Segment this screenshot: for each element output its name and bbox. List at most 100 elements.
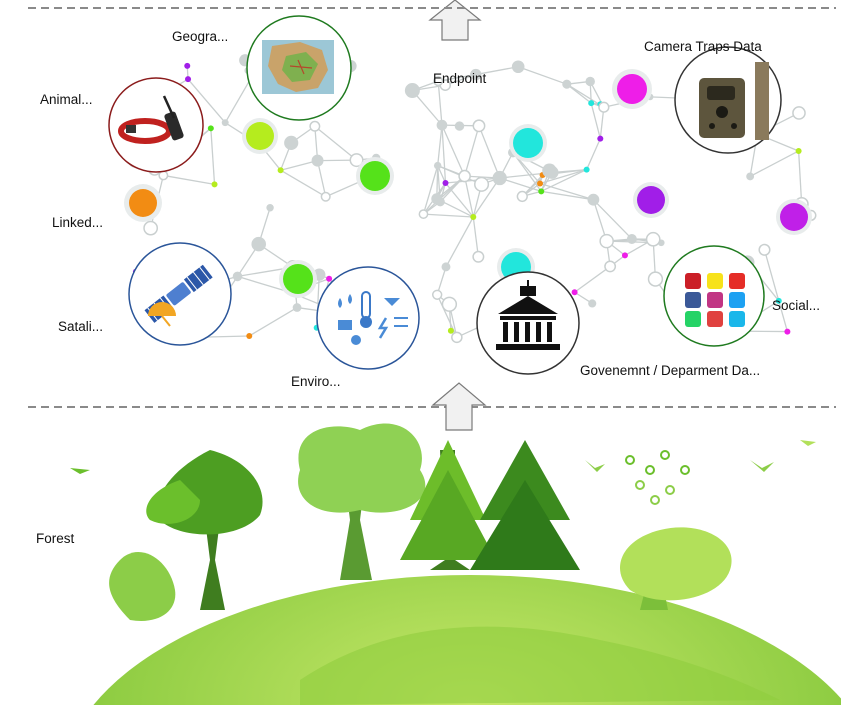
- colored-hubs: [124, 69, 812, 298]
- geography-label: Geogra...: [172, 29, 228, 44]
- network-node: [626, 233, 637, 244]
- weather-sensors-icon: [316, 266, 420, 370]
- network-edge: [463, 175, 474, 218]
- network-node: [320, 191, 331, 202]
- network-node: [277, 167, 284, 174]
- network-node: [326, 275, 333, 282]
- network-edge: [422, 165, 439, 215]
- network-node: [418, 209, 429, 219]
- camera-traps-node: [617, 74, 647, 104]
- network-edge: [411, 90, 443, 126]
- camera-traps-label: Camera Traps Data: [644, 39, 762, 54]
- up-arrow-icon: [428, 0, 482, 41]
- network-node: [251, 236, 267, 252]
- network-node: [537, 180, 544, 187]
- network-node: [211, 181, 218, 188]
- network-node: [451, 331, 463, 344]
- network-node: [758, 243, 771, 256]
- network-node: [431, 289, 443, 300]
- network-edge: [586, 138, 601, 170]
- network-node: [454, 121, 465, 131]
- network-edge: [574, 265, 611, 293]
- network-edge: [517, 66, 568, 85]
- satellite-node: [283, 264, 313, 294]
- network-edge: [512, 152, 542, 192]
- camera-trap-icon: [674, 46, 782, 154]
- network-node: [232, 271, 243, 282]
- network-node: [795, 147, 802, 154]
- network-node: [472, 250, 485, 263]
- network-node: [447, 327, 454, 334]
- network-node: [472, 119, 486, 133]
- government-building-icon: [476, 271, 580, 375]
- satellite-label: Satali...: [58, 319, 103, 334]
- network-node: [458, 169, 471, 183]
- map-icon: [246, 15, 352, 121]
- network-edge: [539, 182, 594, 201]
- network-node: [442, 180, 449, 187]
- network-edge: [797, 150, 803, 205]
- satellite-icon: [128, 242, 232, 346]
- social-media-icon: [663, 245, 765, 347]
- network-node: [562, 79, 572, 89]
- network-node: [746, 172, 755, 181]
- network-node: [599, 233, 614, 249]
- social-node: [637, 186, 665, 214]
- network-edge: [763, 249, 780, 302]
- animal-label: Animal...: [40, 92, 93, 107]
- network-node: [784, 328, 791, 335]
- gps-collar-icon: [108, 77, 204, 173]
- linked-label: Linked...: [52, 215, 103, 230]
- network-edge: [499, 177, 542, 192]
- network-node: [185, 76, 192, 83]
- network-node: [284, 135, 299, 150]
- network-edge: [778, 300, 789, 332]
- network-edge: [475, 66, 519, 76]
- network-node: [311, 154, 324, 167]
- forest-label: Forest: [36, 531, 75, 546]
- network-edge: [280, 160, 318, 171]
- network-node: [266, 204, 274, 212]
- network-edge: [237, 275, 292, 294]
- network-edge: [472, 216, 479, 257]
- forest-illustration: [70, 423, 841, 705]
- network-node: [588, 299, 597, 308]
- network-node: [441, 296, 458, 312]
- network-node: [598, 101, 610, 113]
- network-edge: [539, 168, 587, 185]
- labels: Geogra... Animal... Endpoint Camera Trap…: [36, 29, 820, 546]
- network-node: [492, 170, 507, 186]
- network-edge: [463, 125, 480, 177]
- network-edge: [210, 128, 216, 185]
- network-node: [470, 214, 477, 221]
- network-node: [587, 193, 600, 206]
- network-node: [474, 176, 490, 192]
- network-node: [470, 68, 482, 81]
- network-edge: [163, 174, 215, 186]
- network-node: [441, 262, 451, 272]
- network-node: [221, 119, 229, 127]
- network-node: [645, 231, 661, 247]
- network-edge: [436, 165, 439, 199]
- network-node: [516, 190, 528, 203]
- network-edge: [314, 125, 357, 161]
- network-node: [597, 135, 604, 142]
- network-edge: [280, 169, 327, 198]
- network-node: [433, 76, 444, 87]
- network-node: [246, 332, 253, 339]
- network-edge: [590, 102, 601, 139]
- network-edge: [437, 81, 443, 126]
- network-node: [583, 166, 590, 173]
- linked-data-node: [129, 189, 157, 217]
- network-node: [309, 120, 321, 132]
- social-node-2: [780, 203, 808, 231]
- network-node: [184, 62, 191, 69]
- network-node: [143, 220, 159, 236]
- environment-node: [360, 161, 390, 191]
- network-edge: [441, 124, 466, 177]
- network-node: [433, 161, 442, 170]
- network-node: [621, 252, 628, 259]
- network-edge: [445, 216, 474, 268]
- social-label: Social...: [772, 298, 820, 313]
